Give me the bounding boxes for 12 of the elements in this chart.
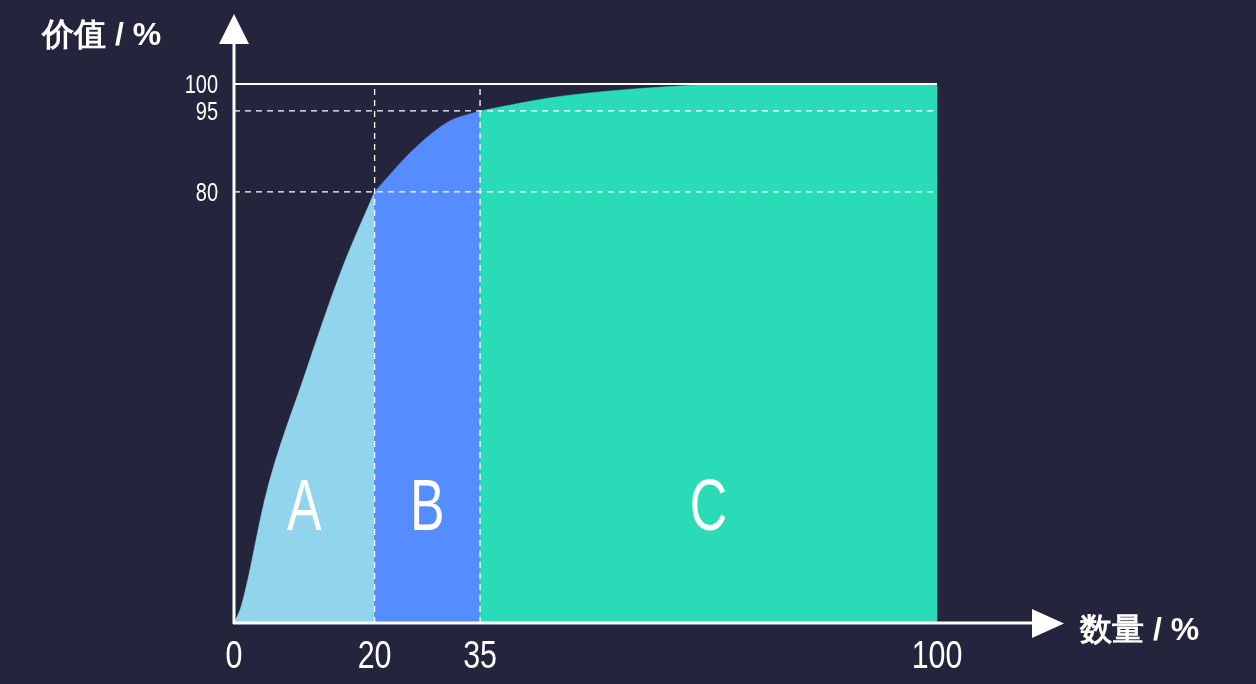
- x-tick-label: 0: [225, 633, 243, 676]
- y-tick-label: 95: [195, 97, 218, 126]
- y-tick-label: 100: [184, 70, 218, 99]
- y-axis-title: 价值 / %: [40, 16, 162, 52]
- x-axis-title: 数量 / %: [1079, 611, 1200, 647]
- x-tick-label: 100: [911, 633, 963, 676]
- annotation: C: [689, 464, 728, 545]
- y-tick-label: 80: [195, 178, 218, 207]
- annotation: B: [410, 464, 445, 545]
- x-tick-label: 20: [357, 633, 392, 676]
- x-tick-label: 35: [463, 633, 497, 676]
- annotation: A: [287, 464, 322, 545]
